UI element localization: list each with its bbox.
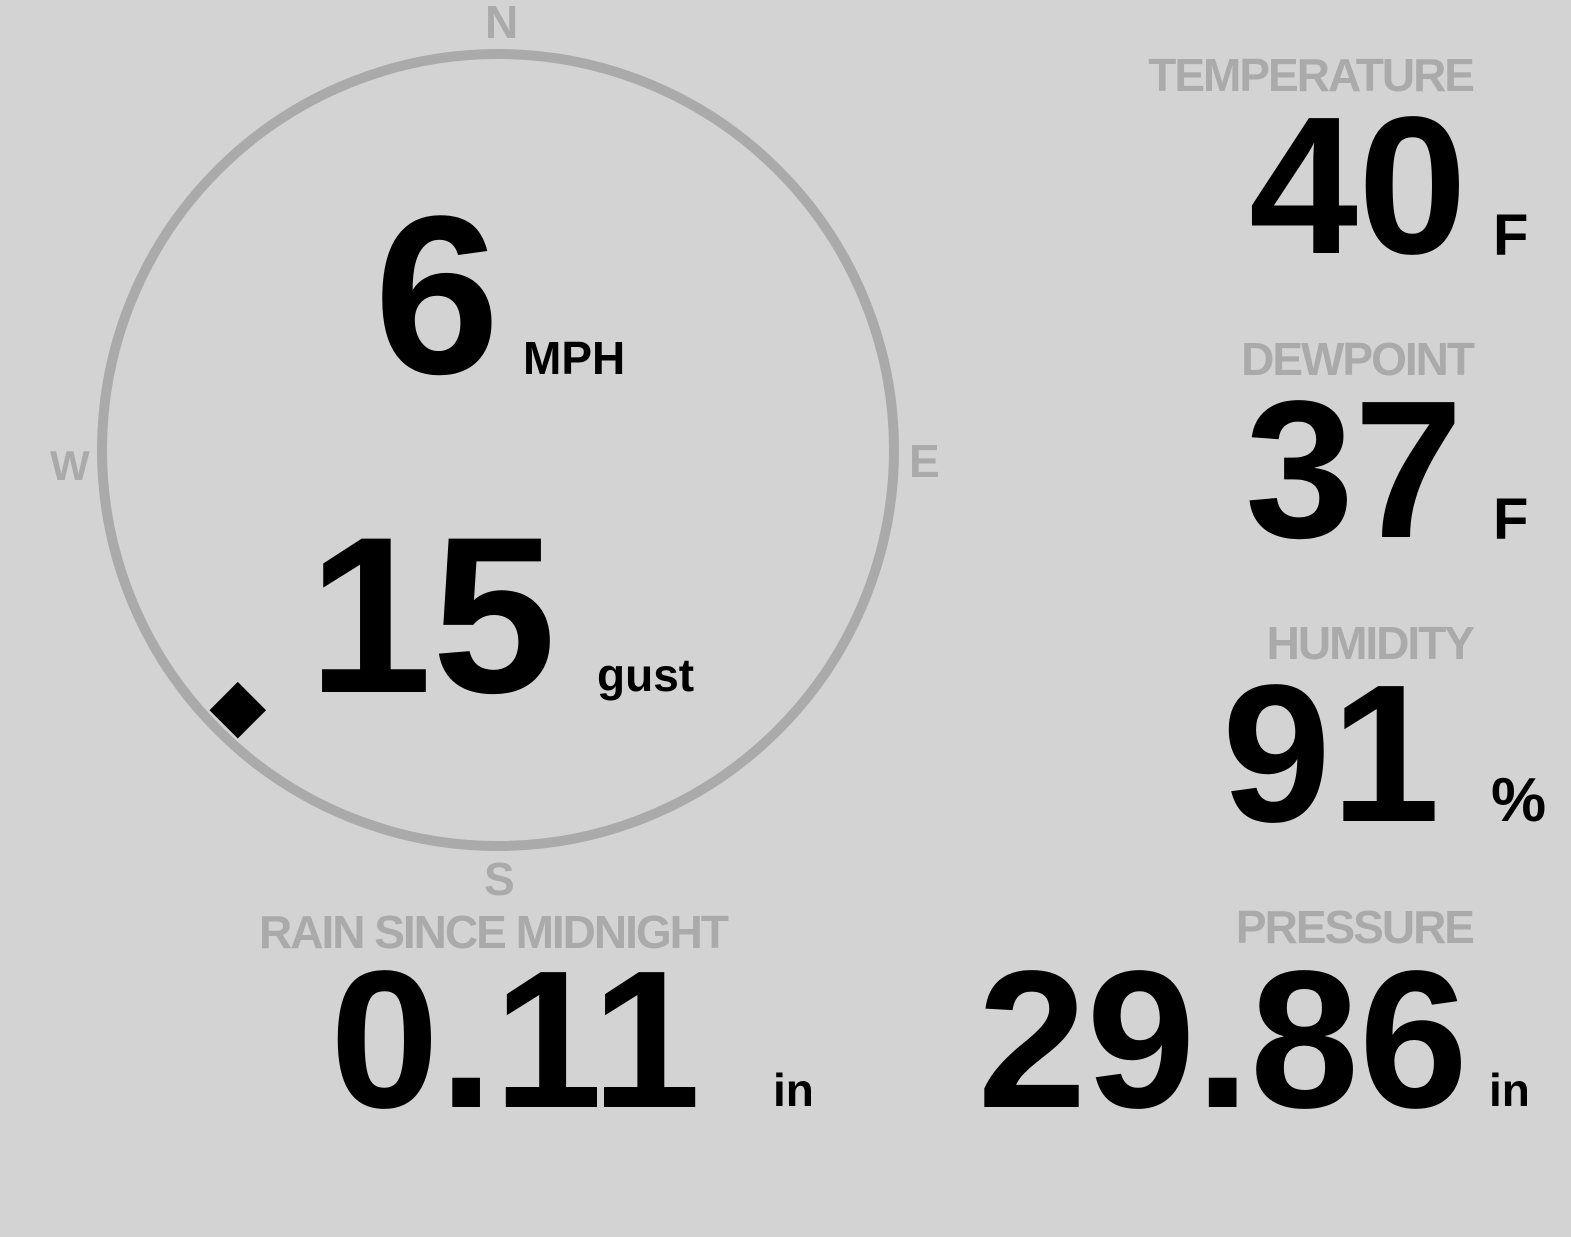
- rain-unit: in: [773, 1064, 814, 1116]
- dewpoint-value: 37: [1244, 360, 1463, 579]
- compass-ring: [97, 49, 899, 851]
- wind-speed-unit: MPH: [523, 332, 626, 384]
- compass-west-label: W: [50, 442, 90, 489]
- wind-gust-unit: gust: [597, 649, 695, 701]
- compass-north-label: N: [485, 0, 519, 48]
- rain-label: RAIN SINCE MIDNIGHT: [259, 906, 729, 958]
- temperature-value: 40: [1248, 76, 1467, 295]
- compass-east-label: E: [909, 435, 940, 487]
- pressure-label: PRESSURE: [1235, 901, 1475, 953]
- humidity-value: 91: [1221, 644, 1440, 863]
- dewpoint-label: DEWPOINT: [1241, 333, 1475, 385]
- dewpoint-unit: F: [1493, 487, 1529, 552]
- pressure-value: 29.86: [977, 930, 1468, 1149]
- rain-value: 0.11: [330, 930, 701, 1149]
- temperature-unit: F: [1493, 203, 1529, 268]
- humidity-unit: %: [1491, 766, 1547, 835]
- temperature-label: TEMPERATURE: [1148, 49, 1475, 101]
- humidity-label: HUMIDITY: [1266, 617, 1475, 669]
- compass-south-label: S: [484, 853, 515, 905]
- pressure-unit: in: [1489, 1064, 1530, 1116]
- wind-speed-value: 6: [374, 168, 500, 421]
- wind-gust-value: 15: [308, 491, 557, 740]
